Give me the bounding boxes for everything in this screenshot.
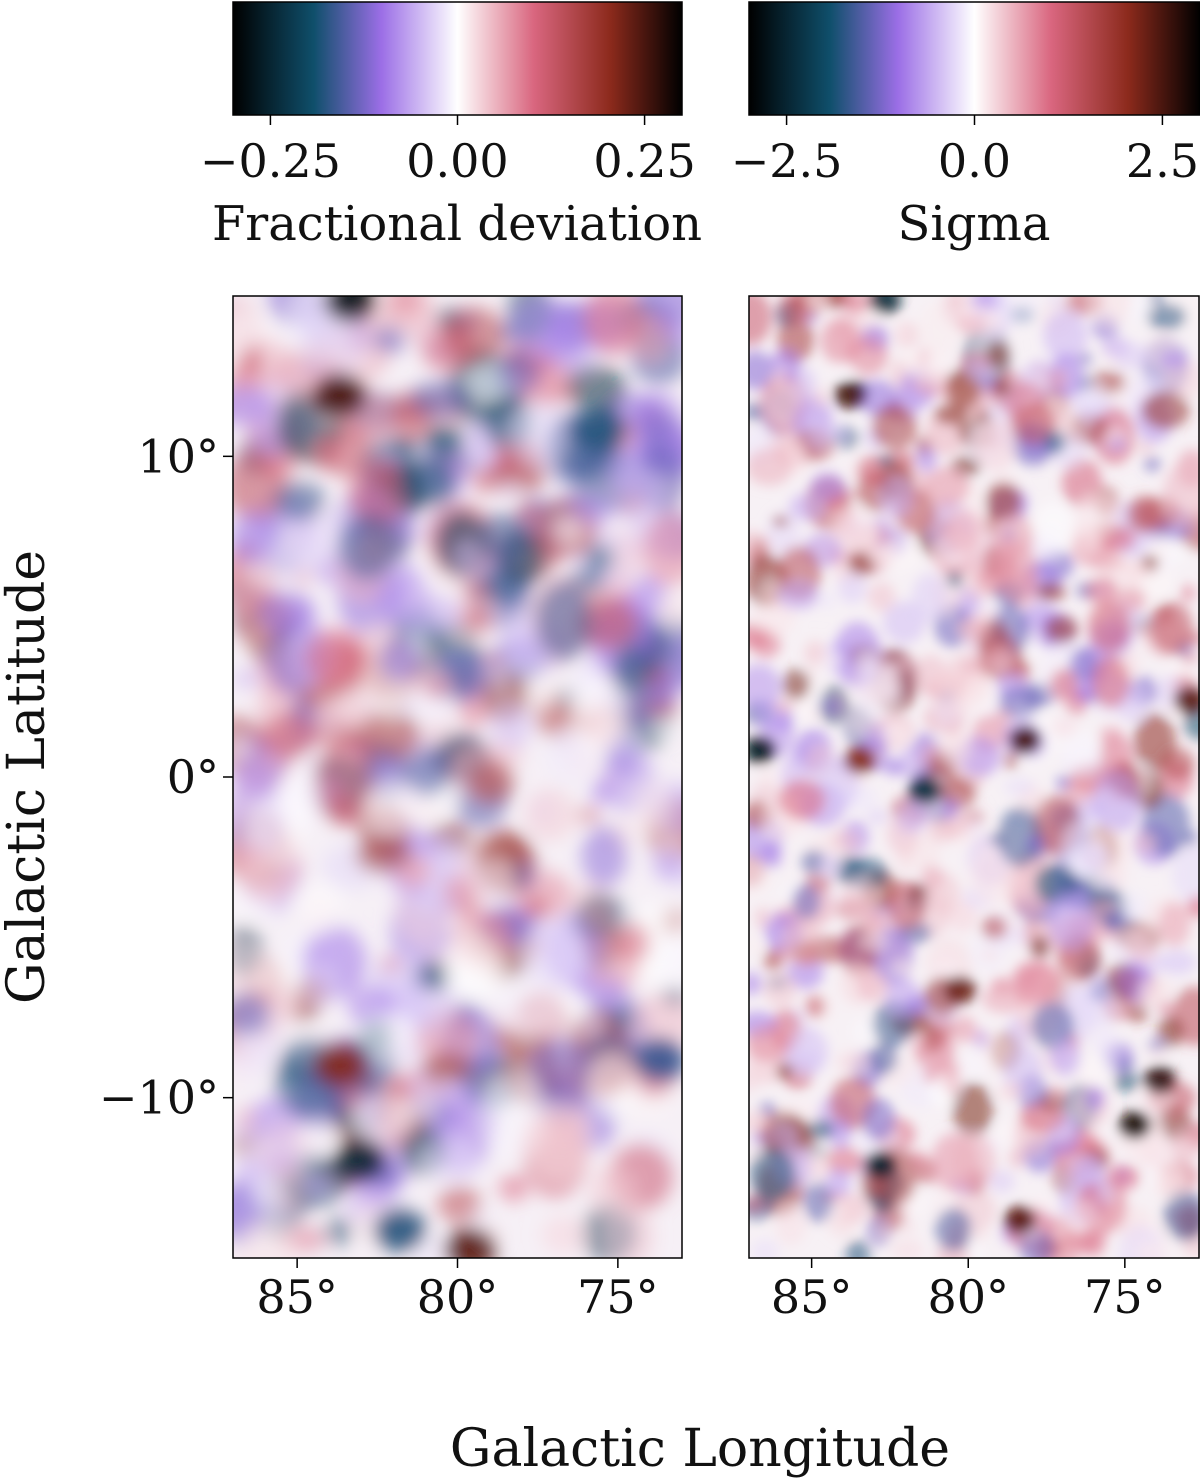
x-tick-label: 80° [927,1270,1009,1324]
colorbar-tick-label: 0.00 [406,134,508,188]
map-sigma-texture [749,296,1200,1258]
colorbar-tick-label: −2.5 [731,134,843,188]
x-tick-label: 75° [1084,1270,1166,1324]
colorbar-fractional-label: Fractional deviation [212,196,702,252]
y-tick-label: −10° [99,1071,219,1125]
colorbar-sigma-ticks: −2.5 0.0 2.5 [731,115,1199,188]
x-tick-label: 75° [577,1270,659,1324]
y-axis-label: Galactic Latitude [0,550,57,1004]
x-tick-label: 85° [771,1270,853,1324]
x-tick-label: 80° [417,1270,499,1324]
map-sigma-frame [748,295,1200,1259]
map-fractional-yticks: 10° 0° −10° [99,429,233,1125]
map-fractional-xticks: 85° 80° 75° [256,1258,659,1324]
colorbar-tick-label: 0.0 [938,134,1011,188]
colorbar-fractional-ticks: −0.25 0.00 0.25 [200,115,696,188]
colorbar-tick-label: 2.5 [1126,134,1199,188]
map-fractional-deviation: 85° 80° 75° 10° 0° −10° [99,295,683,1324]
y-tick-label: 10° [137,429,219,483]
colorbar-fractional-deviation: −0.25 0.00 0.25 Fractional deviation [200,1,702,252]
x-axis-label: Galactic Longitude [450,1419,950,1479]
colorbar-tick-label: −0.25 [200,134,341,188]
colorbar-sigma-gradient [748,1,1200,116]
x-tick-label: 85° [256,1270,338,1324]
colorbar-tick-label: 0.25 [593,134,695,188]
colorbar-sigma-label: Sigma [897,196,1050,252]
map-fractional-texture [233,296,682,1258]
colorbar-fractional-gradient [232,1,683,116]
y-tick-label: 0° [167,750,219,804]
map-sigma-xticks: 85° 80° 75° [771,1258,1166,1324]
colorbar-sigma: −2.5 0.0 2.5 Sigma [731,1,1200,252]
map-sigma: 85° 80° 75° [748,295,1200,1324]
